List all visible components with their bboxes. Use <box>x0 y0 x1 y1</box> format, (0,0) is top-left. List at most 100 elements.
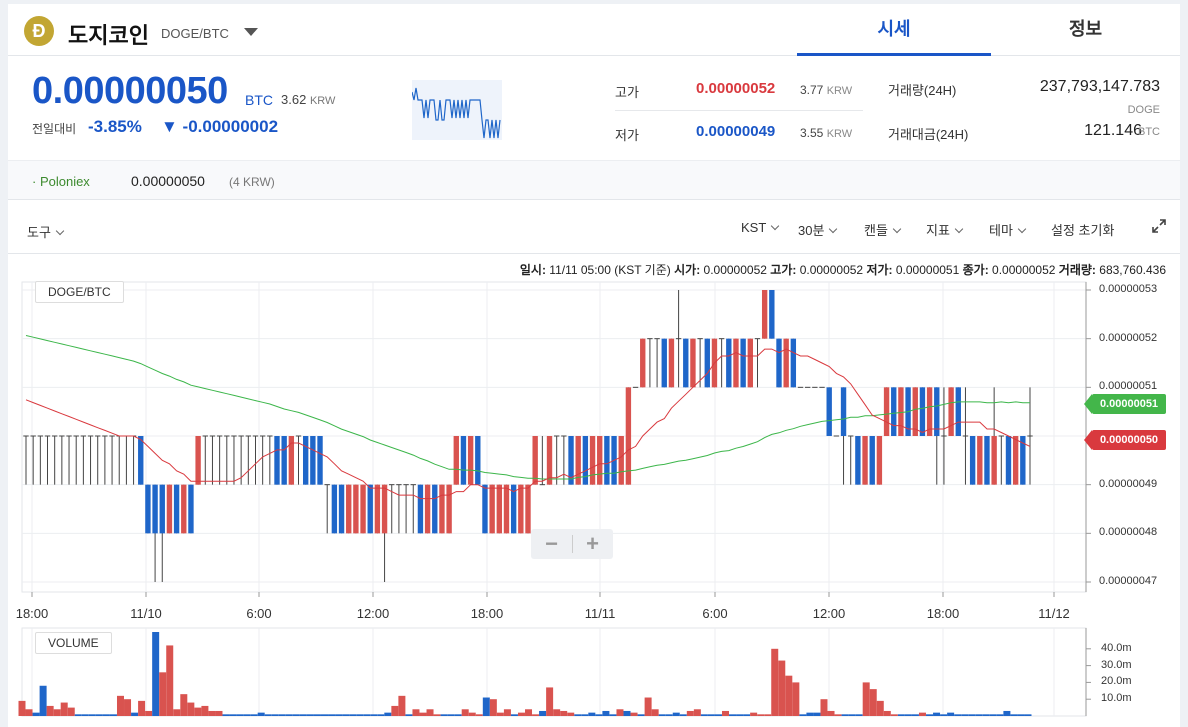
pair-dropdown-icon[interactable] <box>244 28 258 36</box>
tab-quote[interactable]: 시세 <box>797 4 991 56</box>
volume-bar <box>918 712 926 716</box>
volume-bar <box>489 699 497 716</box>
indicator-menu[interactable]: 지표 <box>926 220 964 239</box>
candle-body <box>195 436 201 485</box>
candle-body <box>948 387 954 436</box>
candle-body <box>367 484 373 534</box>
volume-bar <box>278 714 286 716</box>
volume-bar <box>743 714 751 716</box>
volume-bar <box>721 710 729 716</box>
volume-label: 거래량: <box>1058 263 1096 277</box>
volume-bar <box>370 714 378 716</box>
timezone-menu[interactable]: KST <box>741 220 780 235</box>
volume-bar <box>496 712 504 716</box>
volume-bar <box>25 709 33 716</box>
volume-24h-value: 237,793,147.783 <box>1039 78 1160 95</box>
zoom-out-button[interactable]: − <box>545 531 558 556</box>
candle-body <box>826 387 832 436</box>
volume-bar <box>482 697 490 716</box>
volume-bar <box>306 714 314 716</box>
volume-bar <box>377 714 385 716</box>
volume-bar <box>363 714 371 716</box>
low-value: 0.00000051 <box>895 263 960 277</box>
volume-bar <box>806 712 814 716</box>
volume-bar <box>602 710 610 716</box>
volume-bar <box>1017 714 1025 716</box>
theme-menu-label: 테마 <box>989 223 1013 238</box>
amount-24h-label: 거래대금(24H) <box>888 127 969 142</box>
interval-menu[interactable]: 30분 <box>798 220 838 239</box>
reset-settings-button[interactable]: 설정 초기화 <box>1051 223 1115 238</box>
volume-bar <box>714 714 722 716</box>
volume-bar <box>88 714 96 716</box>
volume-bar <box>313 714 321 716</box>
timezone-menu-label: KST <box>741 220 767 235</box>
candle-body <box>374 484 381 534</box>
candle-body <box>991 436 997 485</box>
moving-average-long <box>25 335 1030 480</box>
page: Ð 도지코인 DOGE/BTC 시세 정보 0.00000050 BTC 3.6… <box>8 4 1180 727</box>
volume-bar <box>546 687 554 716</box>
tab-info[interactable]: 정보 <box>1068 19 1103 39</box>
volume-tick-label: 30.0m <box>1101 658 1132 671</box>
volume-bar <box>553 709 561 716</box>
volume-bar <box>686 710 694 716</box>
candle-body <box>145 484 151 534</box>
volume-bar <box>335 714 343 716</box>
candle-body <box>869 436 875 485</box>
candle-body <box>503 484 510 534</box>
zoom-in-button[interactable]: + <box>586 531 599 556</box>
volume-bar <box>194 707 202 716</box>
volume-bar <box>876 700 884 716</box>
volume-bar <box>911 714 919 716</box>
zoom-separator <box>572 535 573 553</box>
candle-body <box>640 338 646 388</box>
volume-bar <box>813 712 821 716</box>
volume-bar <box>384 712 392 716</box>
volume-bar <box>208 710 216 716</box>
change-label: 전일대비 <box>32 122 77 136</box>
volume-bar <box>356 714 364 716</box>
volume-bar <box>159 672 167 716</box>
candle-body <box>761 290 768 339</box>
volume-bar <box>750 712 758 716</box>
last-price-tag: 0.00000050 <box>1084 430 1166 450</box>
krw-unit: KRW <box>309 95 336 107</box>
candle-body <box>489 484 495 534</box>
volume-bar <box>785 675 793 716</box>
candle-body <box>1020 436 1026 485</box>
volume-bar <box>588 712 596 716</box>
candle-body <box>776 338 782 388</box>
volume-bar <box>391 705 399 716</box>
price-chart[interactable] <box>8 4 1180 727</box>
volume-bar <box>131 712 139 716</box>
candle-body <box>432 484 438 534</box>
volume-bar <box>968 714 976 716</box>
exchange-name[interactable]: · Poloniex <box>32 174 90 189</box>
tools-menu[interactable]: 도구 <box>27 222 65 241</box>
volume-bar <box>665 714 673 716</box>
candle-body <box>668 338 675 388</box>
volume-bar <box>18 700 26 716</box>
candle-body <box>331 484 338 534</box>
volume-bar <box>581 714 589 716</box>
volume-bar <box>32 712 40 716</box>
chart-type-menu-label: 캔들 <box>864 223 888 238</box>
header: Ð 도지코인 DOGE/BTC 시세 정보 <box>8 4 1180 56</box>
candle-body <box>891 387 897 436</box>
candle-body <box>518 484 524 534</box>
volume-bar <box>609 714 617 716</box>
chart-type-menu[interactable]: 캔들 <box>864 220 902 239</box>
volume-bar <box>152 632 160 716</box>
theme-menu[interactable]: 테마 <box>989 220 1027 239</box>
volume-bar <box>525 709 533 716</box>
expand-icon[interactable] <box>1151 218 1167 234</box>
volume-bar <box>940 714 948 716</box>
dogecoin-logo-icon: Ð <box>24 16 54 46</box>
volume-bar <box>736 714 744 716</box>
x-tick-label: 11/10 <box>130 606 162 621</box>
price-krw-value: 3.62 <box>281 92 307 107</box>
volume-series-label: VOLUME <box>35 632 112 654</box>
volume-bar <box>229 714 237 716</box>
volume-bar <box>461 709 469 716</box>
